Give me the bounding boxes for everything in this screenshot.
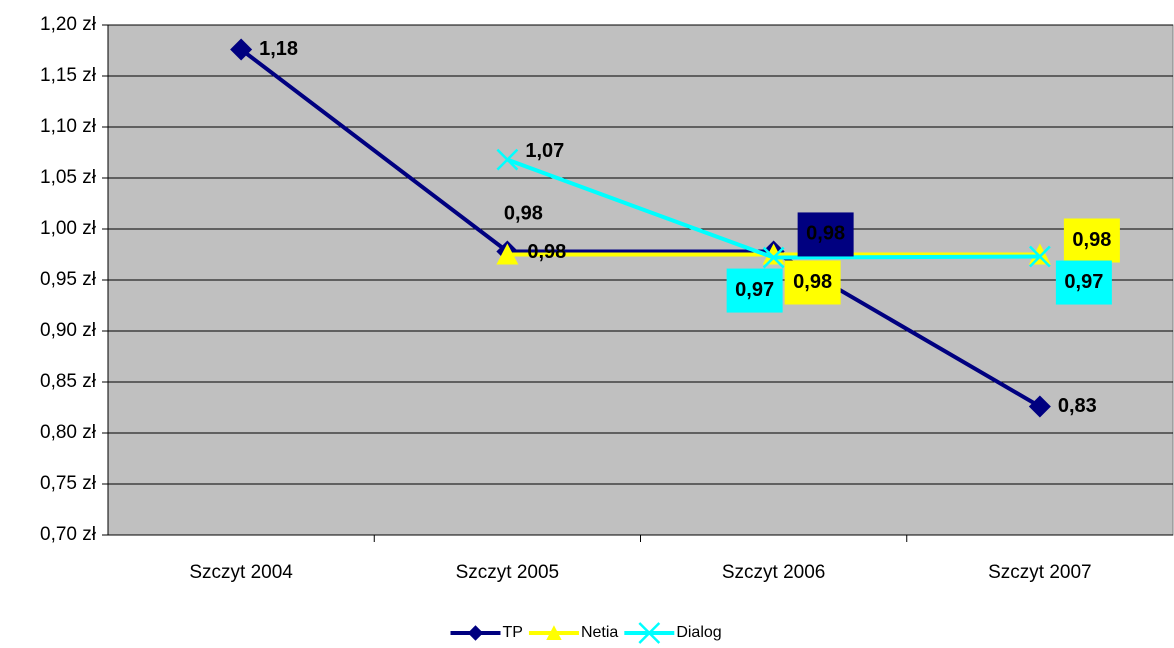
marker xyxy=(1028,243,1051,265)
y-tick-label: 0,70 zł xyxy=(40,524,97,545)
data-label: 0,98 xyxy=(504,203,543,225)
y-tick-label: 1,20 zł xyxy=(40,14,97,35)
legend-marker xyxy=(467,625,484,641)
marker xyxy=(230,38,253,61)
y-tick-label: 1,10 zł xyxy=(40,116,97,137)
y-tick-label: 0,90 zł xyxy=(40,320,97,341)
series xyxy=(230,38,1051,418)
legend-label: Netia xyxy=(581,624,618,641)
x-tick-label: Szczyt 2006 xyxy=(722,562,826,583)
y-tick-label: 0,85 zł xyxy=(40,371,97,392)
y-tick-label: 1,00 zł xyxy=(40,218,97,239)
marker xyxy=(496,243,519,265)
legend-marker xyxy=(546,625,562,640)
legend-marker xyxy=(638,622,661,644)
legend-label: TP xyxy=(503,624,523,641)
data-label: 1,18 xyxy=(259,38,298,60)
y-tick-label: 0,80 zł xyxy=(40,422,97,443)
series xyxy=(496,148,1051,269)
marker xyxy=(496,148,519,171)
data-label: 0,98 xyxy=(527,241,566,263)
data-label: 0,97 xyxy=(735,279,774,301)
y-tick-label: 0,95 zł xyxy=(40,269,97,290)
data-label: 0,83 xyxy=(1058,395,1097,417)
label-box xyxy=(1063,218,1120,263)
data-label: 0,97 xyxy=(1064,271,1103,293)
x-tick-label: Szczyt 2004 xyxy=(189,562,293,583)
label-box xyxy=(797,212,854,257)
y-tick-label: 1,15 zł xyxy=(40,65,97,86)
y-tick-label: 0,75 zł xyxy=(40,473,97,494)
marker xyxy=(1028,395,1051,418)
y-tick-label: 1,05 zł xyxy=(40,167,97,188)
legend-label: Dialog xyxy=(676,624,721,641)
label-box xyxy=(784,260,841,305)
data-label: 0,98 xyxy=(806,223,845,245)
data-label: 0,98 xyxy=(1072,229,1111,251)
marker xyxy=(762,246,785,269)
data-label: 0,98 xyxy=(793,271,832,293)
line xyxy=(239,47,1041,409)
marker xyxy=(1028,245,1051,268)
x-tick-label: Szczyt 2007 xyxy=(988,562,1092,583)
data-label: 1,07 xyxy=(525,140,564,162)
label-box xyxy=(726,268,783,313)
label-box xyxy=(1055,260,1112,305)
x-tick-label: Szczyt 2005 xyxy=(456,562,560,583)
